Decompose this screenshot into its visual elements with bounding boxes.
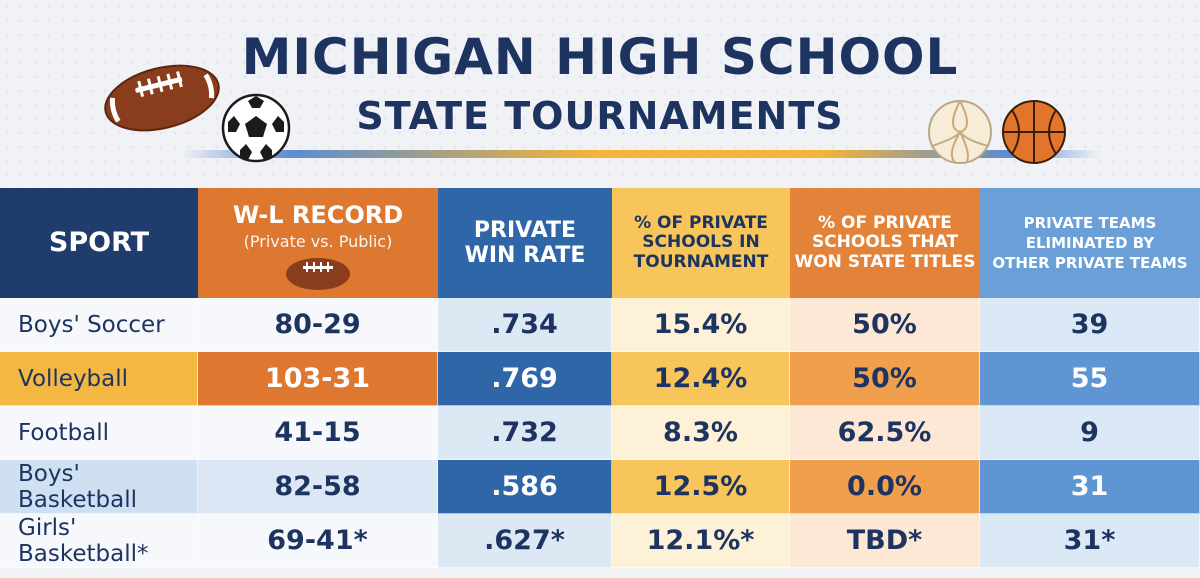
cell-pct-won-titles: 62.5% [790, 406, 980, 460]
title-underline [180, 150, 1100, 158]
cell-sport: Boys' Soccer [0, 298, 198, 352]
cell-eliminated: 31* [980, 514, 1200, 568]
soccer-ball-icon [221, 93, 291, 163]
cell-eliminated: 39 [980, 298, 1200, 352]
cell-eliminated: 55 [980, 352, 1200, 406]
header-pct-in-tournament: % OF PRIVATE SCHOOLS IN TOURNAMENT [612, 188, 790, 298]
cell-pct-in-tournament: 12.4% [612, 352, 790, 406]
cell-win-rate: .734 [438, 298, 612, 352]
cell-pct-won-titles: 50% [790, 352, 980, 406]
header-wl-sublabel: (Private vs. Public) [243, 231, 393, 251]
header-sport: SPORT [0, 188, 198, 298]
cell-eliminated: 9 [980, 406, 1200, 460]
page-title: MICHIGAN HIGH SCHOOL [241, 28, 959, 86]
header-sport-label: SPORT [48, 227, 150, 259]
header-pct-tourn-label: % OF PRIVATE SCHOOLS IN TOURNAMENT [633, 212, 769, 272]
cell-wl-record: 80-29 [198, 298, 438, 352]
cell-sport: Boys' Basketball [0, 460, 198, 514]
header-wl-label: W-L RECORD [232, 201, 404, 229]
cell-win-rate: .732 [438, 406, 612, 460]
cell-pct-won-titles: 0.0% [790, 460, 980, 514]
cell-wl-record: 103-31 [198, 352, 438, 406]
header-eliminated: PRIVATE TEAMS ELIMINATED BY OTHER PRIVAT… [980, 188, 1200, 298]
cell-pct-won-titles: 50% [790, 298, 980, 352]
volleyball-icon [928, 100, 992, 164]
stats-table: SPORT W-L RECORD (Private vs. Public) PR… [0, 188, 1200, 578]
cell-wl-record: 82-58 [198, 460, 438, 514]
header-football-icon [286, 257, 350, 290]
header-win-rate: PRIVATE WIN RATE [438, 188, 612, 298]
header-wl-record: W-L RECORD (Private vs. Public) [198, 188, 438, 298]
cell-pct-in-tournament: 8.3% [612, 406, 790, 460]
cell-win-rate: .586 [438, 460, 612, 514]
header-pct-won-titles: % OF PRIVATE SCHOOLS THAT WON STATE TITL… [790, 188, 980, 298]
header-pct-titles-label: % OF PRIVATE SCHOOLS THAT WON STATE TITL… [794, 212, 976, 272]
cell-sport: Girls' Basketball* [0, 514, 198, 568]
page-subtitle: STATE TOURNAMENTS [356, 94, 844, 138]
cell-sport: Football [0, 406, 198, 460]
cell-pct-in-tournament: 12.5% [612, 460, 790, 514]
header-win-rate-label: PRIVATE WIN RATE [464, 217, 586, 268]
cell-pct-in-tournament: 12.1%* [612, 514, 790, 568]
cell-pct-in-tournament: 15.4% [612, 298, 790, 352]
football-icon [104, 64, 220, 132]
basketball-icon [1002, 100, 1066, 164]
cell-win-rate: .769 [438, 352, 612, 406]
cell-win-rate: .627* [438, 514, 612, 568]
cell-sport: Volleyball [0, 352, 198, 406]
cell-eliminated: 31 [980, 460, 1200, 514]
cell-pct-won-titles: TBD* [790, 514, 980, 568]
header-eliminated-label: PRIVATE TEAMS ELIMINATED BY OTHER PRIVAT… [992, 213, 1188, 273]
cell-wl-record: 41-15 [198, 406, 438, 460]
cell-wl-record: 69-41* [198, 514, 438, 568]
